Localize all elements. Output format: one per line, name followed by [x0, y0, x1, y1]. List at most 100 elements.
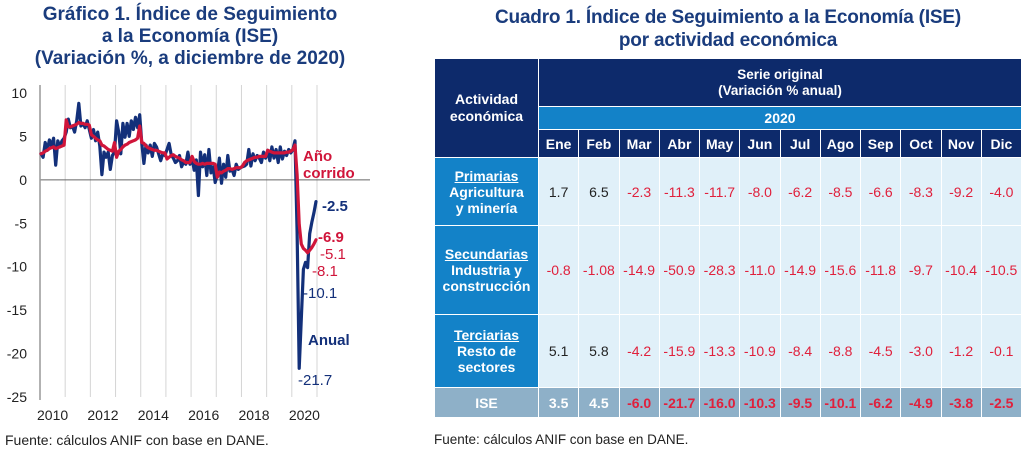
group-header-line-2: (Variación % anual) — [718, 82, 842, 98]
month-header-abr: Abr — [658, 129, 701, 158]
chart-title-line-3: (Variación %, a diciembre de 2020) — [34, 48, 346, 69]
value-cell: 6.5 — [578, 157, 620, 226]
month-header-ene: Ene — [537, 129, 580, 158]
year-header: 2020 — [538, 106, 1022, 130]
value-cell: -15.6 — [819, 225, 862, 315]
x-tick-label: 2016 — [188, 407, 219, 423]
row-header-line-2: económica — [449, 108, 524, 124]
ise-value-cell: -3.8 — [940, 387, 982, 418]
month-header-jun: Jun — [739, 129, 781, 158]
month-header-may: May — [698, 129, 741, 158]
value-cell: -9.7 — [900, 225, 942, 315]
value-cell: -11.0 — [739, 225, 781, 315]
ise-value-cell: -10.1 — [819, 387, 862, 418]
sector-description: construcción — [442, 278, 531, 294]
table-title: Cuadro 1. Índice de Seguimiento a la Eco… — [432, 6, 1024, 52]
value-cell: -8.3 — [900, 157, 942, 226]
sector-description: Resto de — [456, 343, 517, 359]
x-tick-label: 2020 — [289, 407, 320, 423]
vertical-gridlines — [64, 85, 318, 397]
month-header-sep: Sep — [859, 129, 902, 158]
value-cell: -10.4 — [940, 225, 982, 315]
value-cell: -6.2 — [779, 157, 821, 226]
value-cell: -10.9 — [739, 314, 781, 388]
y-tick-label: -25 — [7, 389, 27, 405]
sector-name: Secundarias — [444, 246, 529, 262]
sector-description: sectores — [457, 359, 516, 375]
ise-value-cell: -21.7 — [658, 387, 701, 418]
label-anual-apr: -21.7 — [298, 372, 332, 389]
value-cell: -10.5 — [980, 225, 1023, 315]
label-anual-dec: -2.5 — [322, 198, 348, 215]
chart-title-line-2: a la Economía (ISE) — [101, 26, 279, 47]
row-label: Secundarias Industria y construcción — [434, 225, 539, 315]
month-header-feb: Feb — [578, 129, 620, 158]
sector-name: Primarias — [454, 167, 519, 184]
value-cell: -4.5 — [859, 314, 902, 388]
value-cell: -8.5 — [819, 157, 862, 226]
value-cell: -8.8 — [819, 314, 862, 388]
value-cell: -6.6 — [859, 157, 902, 226]
value-cell: 5.1 — [537, 314, 580, 388]
chart-source-note: Fuente: cálculos ANIF con base en DANE. — [5, 432, 269, 448]
ise-value-cell: -2.5 — [980, 387, 1023, 418]
legend-ano-corrido-line1: Año — [303, 148, 332, 165]
sector-description: Agricultura — [449, 183, 524, 200]
value-cell: -14.9 — [779, 225, 821, 315]
y-tick-label: -10 — [7, 259, 27, 275]
ise-value-cell: -10.3 — [739, 387, 781, 418]
group-header-line-1: Serie original — [737, 66, 823, 82]
sector-description: y minería — [455, 199, 518, 216]
value-cell: -8.4 — [779, 314, 821, 388]
value-cell: -2.3 — [618, 157, 660, 226]
value-cell: -11.3 — [658, 157, 701, 226]
ise-value-cell: -4.9 — [900, 387, 942, 418]
value-cell: -15.9 — [658, 314, 701, 388]
row-header-line-1: Actividad — [454, 91, 518, 107]
y-tick-label: -20 — [7, 346, 27, 362]
group-header: Serie original (Variación % anual) — [538, 58, 1022, 107]
month-header-ago: Ago — [819, 129, 862, 158]
value-cell: 5.8 — [578, 314, 620, 388]
label-ano-corrido-jul: -8.1 — [312, 263, 338, 280]
legend-anual: Anual — [308, 332, 350, 349]
x-tick-label: 2014 — [138, 407, 169, 423]
label-anual-aug: -10.1 — [303, 285, 337, 302]
month-header-dic: Dic — [980, 129, 1023, 158]
table-title-line-2: por actividad económica — [618, 30, 838, 51]
ise-row-label: ISE — [434, 387, 539, 418]
table-row-secundarias: Secundarias Industria y construcción -0.8 -1… — [434, 225, 1023, 315]
label-ano-corrido-dec: -6.9 — [318, 229, 344, 246]
table-row-ise-total: ISE 3.5 4.5 -6.0 -21.7 -16.0 -10.3 -9.5 -10.1 -6.… — [434, 387, 1023, 418]
x-tick-label: 2010 — [37, 407, 68, 423]
ise-value-cell: -16.0 — [698, 387, 741, 418]
series-line-anual — [39, 101, 318, 370]
value-cell: -9.2 — [940, 157, 982, 226]
y-tick-label: -5 — [15, 215, 28, 231]
value-cell: -13.3 — [698, 314, 741, 388]
chart-title: Gráfico 1. Índice de Seguimiento a la Ec… — [0, 4, 380, 70]
legend-ano-corrido-line2: corrido — [303, 165, 355, 182]
value-cell: -11.8 — [859, 225, 902, 315]
series-lines — [39, 101, 318, 370]
y-tick-label: 0 — [19, 172, 27, 188]
month-header-jul: Jul — [779, 129, 821, 158]
month-header-mar: Mar — [618, 129, 660, 158]
value-cell: -4.2 — [618, 314, 660, 388]
month-header-oct: Oct — [900, 129, 942, 158]
sector-name: Terciarias — [453, 327, 520, 343]
row-label: Primarias Agricultura y minería — [434, 157, 539, 226]
ise-activity-table: Actividad económica Serie original (Vari… — [434, 58, 1023, 418]
value-cell: -1.08 — [578, 225, 620, 315]
chart-title-line-1: Gráfico 1. Índice de Seguimiento — [42, 4, 338, 25]
y-tick-label: 10 — [11, 85, 27, 101]
value-cell: -1.2 — [940, 314, 982, 388]
value-cell: -8.0 — [739, 157, 781, 226]
x-tick-label: 2012 — [87, 407, 118, 423]
ise-value-cell: -6.0 — [618, 387, 660, 418]
ise-value-cell: 4.5 — [578, 387, 620, 418]
table-row-terciarias: Terciarias Resto de sectores 5.1 5.8 -4.2 -15.… — [434, 314, 1023, 388]
table-title-line-1: Cuadro 1. Índice de Seguimiento a la Eco… — [495, 7, 961, 28]
value-cell: -28.3 — [698, 225, 741, 315]
